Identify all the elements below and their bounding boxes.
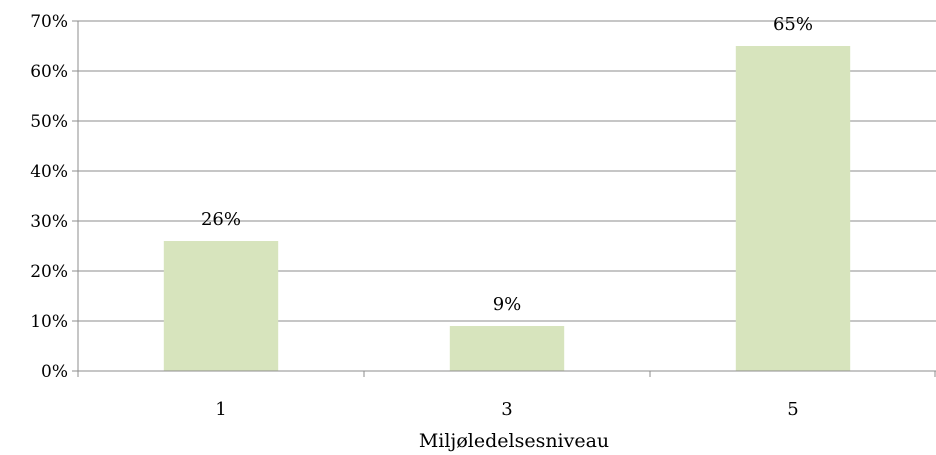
y-tick-label: 20% bbox=[30, 262, 68, 282]
y-tick-label: 50% bbox=[30, 112, 68, 132]
bar bbox=[163, 241, 279, 371]
bar bbox=[449, 326, 565, 371]
y-tick-label: 60% bbox=[30, 62, 68, 82]
y-tick-label: 0% bbox=[41, 362, 68, 382]
x-tick-label: 5 bbox=[787, 399, 798, 420]
y-axis-tick-labels: 0% 10% 20% 30% 40% 50% 60% 70% bbox=[30, 12, 68, 382]
data-label: 26% bbox=[201, 209, 241, 230]
y-tick-label: 70% bbox=[30, 12, 68, 32]
data-label: 65% bbox=[773, 14, 813, 35]
y-tick-label: 40% bbox=[30, 162, 68, 182]
axes bbox=[72, 20, 936, 377]
bars bbox=[163, 46, 851, 371]
x-tick-label: 1 bbox=[215, 399, 226, 420]
y-tick-label: 30% bbox=[30, 212, 68, 232]
data-label: 9% bbox=[493, 294, 522, 315]
x-axis-title: Miljøledelsesniveau bbox=[419, 430, 609, 452]
bar bbox=[735, 46, 851, 371]
x-axis-category-labels: 1 3 5 bbox=[215, 399, 798, 420]
x-tick-label: 3 bbox=[501, 399, 512, 420]
data-labels: 26% 9% 65% bbox=[201, 14, 813, 315]
y-tick-label: 10% bbox=[30, 312, 68, 332]
